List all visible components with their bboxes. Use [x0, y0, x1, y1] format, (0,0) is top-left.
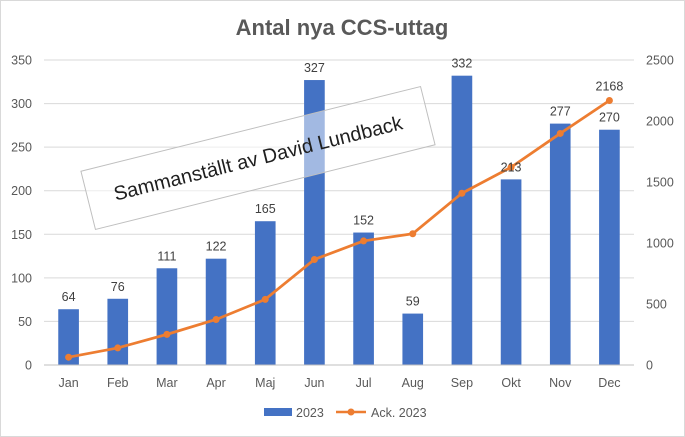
- legend-label-2023: 2023: [296, 406, 324, 420]
- legend: 2023 Ack. 2023: [264, 406, 427, 420]
- y-right-tick-label: 2000: [646, 115, 674, 129]
- bar-data-label: 76: [111, 280, 125, 294]
- y-left-tick-label: 0: [25, 359, 32, 373]
- y-left-tick-label: 300: [11, 97, 32, 111]
- bar: [599, 129, 620, 365]
- legend-swatch-2023: [264, 408, 292, 416]
- bar-data-label: 327: [304, 61, 325, 75]
- bar-data-label: 59: [406, 295, 420, 309]
- bar-data-label: 122: [206, 240, 227, 254]
- bar-data-label: 213: [501, 160, 522, 174]
- y-left-tick-label: 50: [18, 315, 32, 329]
- y-left-tick-label: 250: [11, 141, 32, 155]
- bar: [500, 179, 522, 365]
- y-right-tick-label: 2500: [646, 54, 674, 68]
- bar-data-label: 165: [255, 202, 276, 216]
- watermark-box: [80, 85, 436, 231]
- bar: [254, 221, 276, 365]
- y-right-tick-label: 500: [646, 298, 667, 312]
- x-tick-label: Aug: [402, 376, 424, 390]
- x-tick-label: Maj: [255, 376, 275, 390]
- y-left-tick-label: 200: [11, 184, 32, 198]
- bar: [107, 298, 129, 365]
- x-tick-label: Feb: [107, 376, 129, 390]
- legend-marker-ack-2023: [347, 408, 355, 416]
- bar: [549, 123, 571, 365]
- bar: [205, 258, 227, 365]
- line-point: [409, 230, 417, 238]
- bar-data-label: 64: [62, 290, 76, 304]
- line-point: [114, 344, 122, 352]
- line-point: [605, 97, 613, 105]
- x-tick-label: Jul: [356, 376, 372, 390]
- bar: [402, 313, 424, 365]
- bar-data-label: 152: [353, 214, 374, 228]
- x-tick-label: Jun: [304, 376, 324, 390]
- y-right-tick-label: 0: [646, 359, 653, 373]
- x-tick-label: Jan: [59, 376, 79, 390]
- y-right-tick-label: 1500: [646, 176, 674, 190]
- line-data-label: 2168: [596, 80, 624, 94]
- x-tick-label: Apr: [206, 376, 225, 390]
- x-tick-label: Nov: [549, 376, 572, 390]
- y-right-tick-label: 1000: [646, 237, 674, 251]
- line-point: [458, 189, 466, 197]
- line-point: [360, 237, 368, 245]
- bar-data-label: 111: [157, 249, 176, 263]
- bar: [58, 309, 79, 365]
- x-tick-label: Dec: [598, 376, 620, 390]
- line-point: [556, 129, 564, 137]
- x-tick-label: Mar: [156, 376, 178, 390]
- line-point: [65, 353, 73, 361]
- bar-data-label: 332: [451, 57, 472, 71]
- line-point: [212, 315, 220, 323]
- bar-series-2023: [58, 75, 620, 366]
- bar: [451, 75, 473, 365]
- line-point: [261, 295, 269, 303]
- bar-data-label: 277: [550, 105, 571, 119]
- line-point: [507, 163, 515, 171]
- data-labels: 64 76 111 122 165 327 152 59 332 213 277 270 2168: [62, 57, 624, 309]
- x-tick-label: Okt: [501, 376, 521, 390]
- y-left-tick-label: 100: [11, 271, 32, 285]
- bar: [353, 232, 374, 365]
- line-path: [68, 99, 611, 359]
- y-left-tick-label: 150: [11, 228, 32, 242]
- x-tick-label: Sep: [451, 376, 473, 390]
- chart-title: Antal nya CCS-uttag: [236, 15, 449, 40]
- bar-data-label: 270: [599, 111, 620, 125]
- axes: 0 50 100 150 200 250 300 350 0 500 1000 1500 2000 250…: [11, 54, 674, 391]
- line-series-ack-2023: [65, 97, 613, 361]
- bar: [156, 268, 178, 365]
- line-point: [310, 255, 318, 263]
- line-point: [163, 330, 171, 338]
- legend-label-ack-2023: Ack. 2023: [371, 406, 427, 420]
- y-left-tick-label: 350: [11, 54, 32, 68]
